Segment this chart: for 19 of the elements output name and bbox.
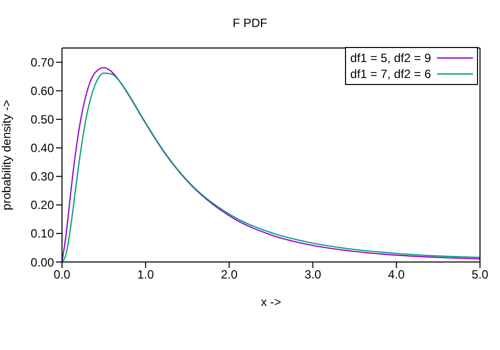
x-tick-label: 1.0 bbox=[137, 268, 154, 282]
y-tick-label: 0.40 bbox=[30, 141, 54, 156]
x-tick-label: 5.0 bbox=[472, 268, 489, 282]
y-tick-label: 0.10 bbox=[30, 226, 54, 241]
y-tick-label: 0.30 bbox=[30, 170, 54, 184]
x-axis-title: x -> bbox=[260, 295, 282, 309]
y-tick-label: 0.70 bbox=[30, 56, 54, 70]
y-tick-label: 0.20 bbox=[30, 198, 54, 212]
y-tick-label: 0.00 bbox=[30, 255, 54, 270]
chart-title: F PDF bbox=[232, 16, 268, 30]
y-axis-title: probability density -> bbox=[0, 100, 14, 210]
x-tick-label: 3.0 bbox=[304, 268, 322, 282]
y-tick-label: 0.60 bbox=[30, 84, 54, 98]
legend-label: df1 = 5, df2 = 9 bbox=[350, 50, 431, 66]
legend-label: df1 = 7, df2 = 6 bbox=[350, 66, 431, 82]
x-tick-label: 0.0 bbox=[54, 268, 71, 282]
x-tick-label: 4.0 bbox=[388, 268, 406, 282]
x-tick-label: 2.0 bbox=[220, 268, 238, 282]
y-tick-label: 0.50 bbox=[30, 112, 54, 127]
